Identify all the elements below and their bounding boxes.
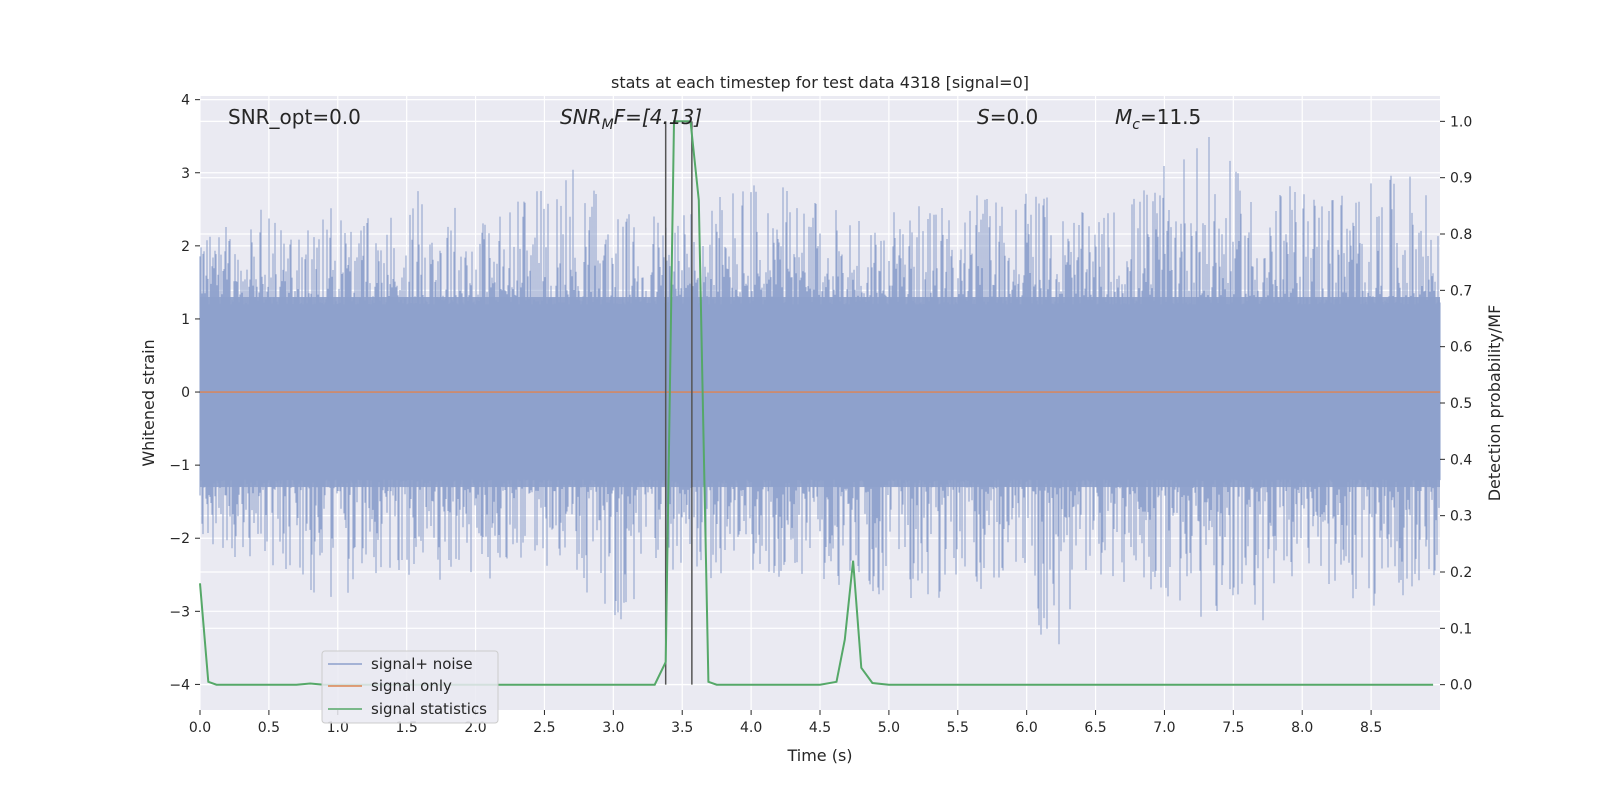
y-tick-label-left: −2 [169,531,190,547]
y-tick-label-left: 2 [181,239,190,255]
annotation-s: S=0.0 [977,105,1038,129]
y-tick-label-right: 0.1 [1450,621,1472,637]
line-series [199,120,1440,686]
legend-label-signal-noise: signal+ noise [371,655,473,673]
x-tick-label: 6.5 [1084,720,1106,736]
x-tick-label: 1.0 [327,720,349,736]
y-tick-label-right: 1.0 [1450,114,1472,130]
x-ticks: 0.0 0.5 1.0 1.5 2.0 2.5 3.0 3.5 4.0 4.5 5.0 5.5 6.0 6… [189,710,1382,736]
y-ticks-right: 1.0 0.9 0.8 0.7 0.6 0.5 0.4 0.3 0.2 0.1 0.0 [1440,114,1472,694]
y-tick-label-left: −3 [169,604,190,620]
x-tick-label: 3.0 [602,720,624,736]
y-tick-label-right: 0.3 [1450,509,1472,525]
y-ticks-left: 4 3 2 1 0 −1 −2 −3 −4 [169,93,200,693]
y-tick-label-left: −1 [169,458,190,474]
x-tick-label: 8.0 [1291,720,1313,736]
y-tick-label-right: 0.0 [1450,678,1472,694]
y-tick-label-right: 0.2 [1450,565,1472,581]
x-tick-label: 2.0 [464,720,486,736]
y-tick-label-right: 0.7 [1450,283,1472,299]
y-tick-label-right: 0.6 [1450,340,1472,356]
x-tick-label: 5.5 [947,720,969,736]
x-tick-label: 2.5 [533,720,555,736]
x-axis-label: Time (s) [786,746,852,765]
legend: signal+ noise signal only signal statist… [321,650,499,724]
annotation-snr-mf: SNRMF=[4.13] [560,105,702,133]
y-tick-label-left: 3 [181,166,190,182]
x-tick-label: 5.0 [878,720,900,736]
y-tick-label-left: −4 [169,677,190,693]
y-axis-label-left: Whitened strain [139,339,158,466]
x-tick-label: 4.0 [740,720,762,736]
x-tick-label: 7.5 [1222,720,1244,736]
x-tick-label: 6.0 [1016,720,1038,736]
x-tick-label: 4.5 [809,720,831,736]
series-signal-statistics [199,120,1434,686]
y-tick-label-right: 0.9 [1450,171,1472,187]
x-tick-label: 0.0 [189,720,211,736]
legend-label-signal-statistics: signal statistics [371,700,487,718]
y-tick-label-right: 0.4 [1450,452,1472,468]
y-axis-label-right: Detection probability/MF [1485,305,1504,502]
x-tick-label: 7.0 [1153,720,1175,736]
x-tick-label: 1.5 [396,720,418,736]
annotation-mc: Mc=11.5 [1115,105,1201,133]
x-tick-label: 8.5 [1360,720,1382,736]
legend-box [321,650,499,724]
chart-title: stats at each timestep for test data 431… [611,73,1029,92]
annotation-snr-opt: SNR_opt=0.0 [228,105,361,129]
legend-label-signal-only: signal only [371,677,452,695]
y-tick-label-left: 0 [181,385,190,401]
series-signal-noise [199,137,1441,645]
y-tick-label-right: 0.8 [1450,227,1472,243]
y-tick-label-left: 4 [181,93,190,109]
y-tick-label-left: 1 [181,312,190,328]
x-tick-label: 3.5 [671,720,693,736]
x-tick-label: 0.5 [258,720,280,736]
y-tick-label-right: 0.5 [1450,396,1472,412]
